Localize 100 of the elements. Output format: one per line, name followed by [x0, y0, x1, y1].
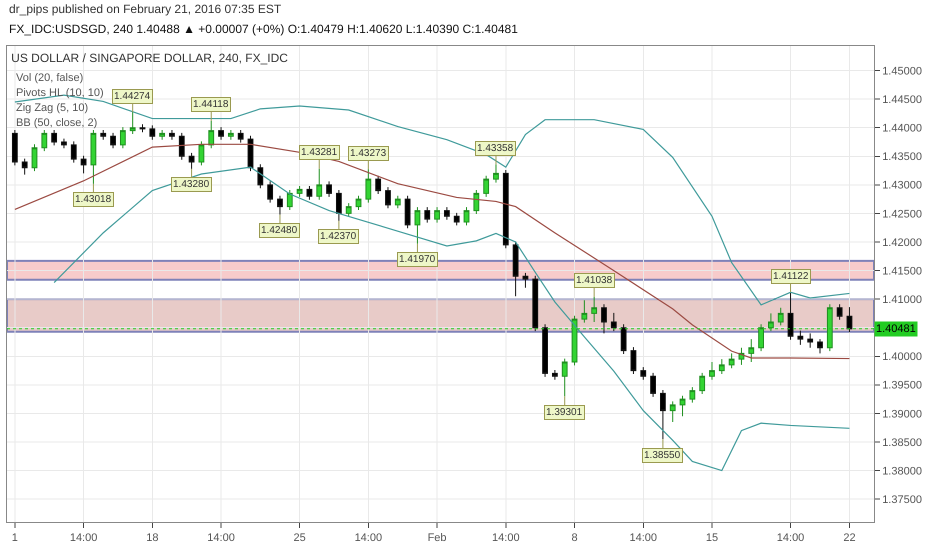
candlestick	[424, 206, 430, 224]
annotation: 1.43280	[173, 179, 210, 190]
candlestick	[12, 130, 18, 166]
candlestick	[346, 202, 352, 218]
candlestick	[797, 330, 804, 346]
candlestick	[709, 362, 715, 380]
annotation: 1.39301	[546, 407, 583, 418]
y-tick-label: 1.44000	[882, 122, 922, 135]
annotation: Zig Zag (5, 10)	[16, 102, 88, 114]
x-tick-label: 1	[12, 532, 18, 544]
x-tick-label: 14:00	[629, 532, 658, 544]
candlestick	[61, 138, 67, 149]
x-tick-label: 14:00	[70, 532, 98, 544]
candlestick	[718, 358, 725, 374]
y-tick-label: 1.43500	[882, 151, 922, 164]
annotation: 1.42370	[320, 231, 357, 242]
candlestick	[296, 186, 303, 198]
candlestick	[32, 144, 38, 172]
candlestick	[826, 304, 833, 352]
candlestick	[680, 395, 686, 417]
annotation: 1.43358	[477, 143, 514, 154]
candlestick	[51, 130, 58, 146]
candlestick	[70, 140, 77, 164]
candlestick	[836, 304, 843, 320]
candlestick	[159, 130, 166, 140]
candlestick	[552, 370, 558, 380]
x-tick-label: 8	[571, 532, 578, 544]
candlestick	[178, 132, 185, 160]
x-tick-label: 14:00	[354, 532, 382, 544]
annotation: 1.41122	[773, 271, 809, 282]
y-tick-label: 1.37500	[882, 494, 922, 506]
candlestick	[169, 130, 175, 140]
x-tick-label: 14:00	[776, 532, 804, 544]
candlestick	[670, 400, 676, 422]
candlestick	[464, 206, 470, 226]
candlestick	[198, 140, 204, 166]
candlestick	[149, 124, 156, 140]
annotation: 1.38550	[644, 450, 681, 461]
candlestick	[778, 307, 784, 326]
line-series	[14, 144, 850, 360]
candlestick	[326, 180, 332, 198]
annotation: BB (50, close, 2)	[16, 117, 98, 129]
candlestick	[218, 126, 224, 140]
x-tick-label: 25	[293, 532, 306, 544]
annotation: 1.44274	[114, 91, 151, 102]
candlestick	[620, 324, 627, 354]
candlestick	[748, 338, 754, 362]
candlestick	[434, 206, 440, 224]
y-tick-label: 1.45000	[882, 65, 922, 78]
annotation: Pivots HL (10, 10)	[16, 87, 104, 99]
candlestick	[394, 195, 401, 209]
x-tick-label: 15	[706, 532, 718, 544]
candlestick	[817, 338, 823, 354]
x-tick-label: 14:00	[492, 532, 520, 544]
annotation: 1.44118	[193, 99, 229, 110]
candlestick	[444, 206, 450, 220]
candlestick	[100, 130, 106, 140]
candlestick	[41, 130, 48, 152]
x-tick-label: Feb	[428, 532, 447, 544]
x-tick-label: 18	[146, 532, 158, 544]
candlestick	[483, 175, 490, 198]
candlestick	[522, 272, 528, 288]
annotation: Vol (20, false)	[16, 72, 84, 84]
candlestick	[630, 346, 636, 374]
candlestick	[110, 132, 116, 149]
annotation: 1.43018	[75, 194, 112, 205]
y-tick-label: 1.42000	[882, 236, 922, 249]
text: US DOLLAR / SINGAPORE DOLLAR, 240, FX_IDC	[11, 51, 288, 66]
candlestick	[385, 186, 391, 209]
candlestick	[758, 324, 764, 352]
y-tick-label: 1.39000	[882, 408, 922, 420]
candlestick	[80, 155, 86, 174]
x-tick-label: 22	[843, 532, 856, 544]
annotation: 1.41970	[399, 254, 436, 265]
candlestick	[807, 332, 814, 348]
candlestick	[768, 312, 774, 332]
candlestick	[375, 175, 382, 194]
candlestick	[238, 130, 244, 144]
candlestick	[267, 180, 274, 204]
y-tick-label: 1.38000	[882, 465, 922, 478]
candlestick	[228, 130, 234, 140]
annotation: 1.43273	[350, 148, 387, 159]
candlestick	[306, 186, 312, 200]
candlestick	[601, 304, 607, 334]
y-tick-label: 1.40000	[882, 351, 922, 364]
candlestick	[404, 195, 411, 229]
candlestick	[22, 158, 28, 176]
candlestick	[140, 124, 146, 133]
annotation: 1.43281	[301, 147, 338, 158]
y-tick-label: 1.42500	[882, 208, 922, 220]
candlestick	[257, 164, 264, 189]
y-tick-label: 1.38500	[882, 436, 922, 449]
candlestick	[542, 324, 548, 378]
ref-line-label: 1.40481	[876, 323, 916, 335]
candlestick	[728, 352, 735, 369]
candlestick	[356, 195, 362, 210]
candlestick	[846, 306, 852, 333]
candlestick	[120, 126, 126, 149]
candlestick	[650, 372, 656, 398]
y-tick-label: 1.41500	[882, 265, 922, 278]
